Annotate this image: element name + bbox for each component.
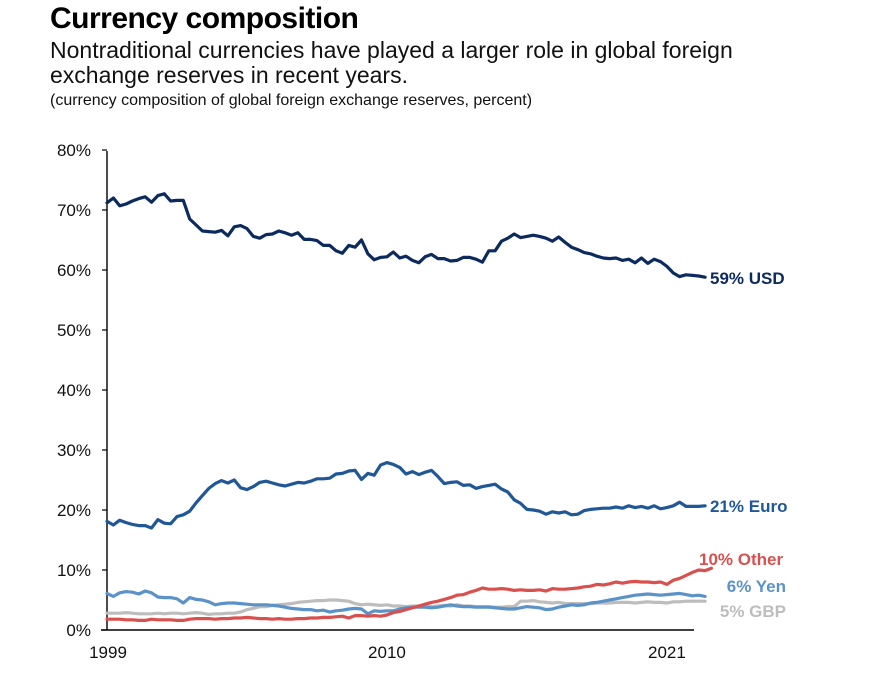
series-label-usd: 59% USD [710, 269, 785, 288]
y-tick-label: 20% [57, 501, 91, 520]
series-line-usd [105, 192, 707, 279]
axes: 0% 10% 20% 30% 40% 50% 60% 70% 80% 1999 2010 2021 [57, 141, 694, 662]
y-tick-label: 30% [57, 441, 91, 460]
series-line-other [105, 566, 714, 623]
chart-title: Currency composition [50, 2, 359, 35]
x-tick-label: 2021 [648, 643, 686, 662]
x-tick-label: 1999 [89, 643, 127, 662]
y-tick-label: 80% [57, 141, 91, 160]
series-label-gbp: 5% GBP [720, 602, 786, 621]
series-label-other: 10% Other [699, 550, 783, 569]
chart-subtitle: Nontraditional currencies have played a … [50, 37, 733, 88]
y-tick-label: 50% [57, 321, 91, 340]
series-line-yen [105, 589, 707, 616]
x-tick-label: 2010 [368, 643, 406, 662]
y-tick-label: 10% [57, 561, 91, 580]
y-tick-label: 40% [57, 381, 91, 400]
chart-units-note: (currency composition of global foreign … [50, 92, 533, 109]
series-label-yen: 6% Yen [727, 577, 786, 596]
y-tick-label: 0% [66, 621, 91, 640]
series-lines [105, 192, 714, 623]
series-label-euro: 21% Euro [710, 497, 787, 516]
series-line-euro [105, 461, 707, 530]
y-tick-label: 70% [57, 201, 91, 220]
series-end-labels: 59% USD 21% Euro 10% Other 6% Yen 5% GBP [699, 269, 787, 621]
y-tick-label: 60% [57, 261, 91, 280]
